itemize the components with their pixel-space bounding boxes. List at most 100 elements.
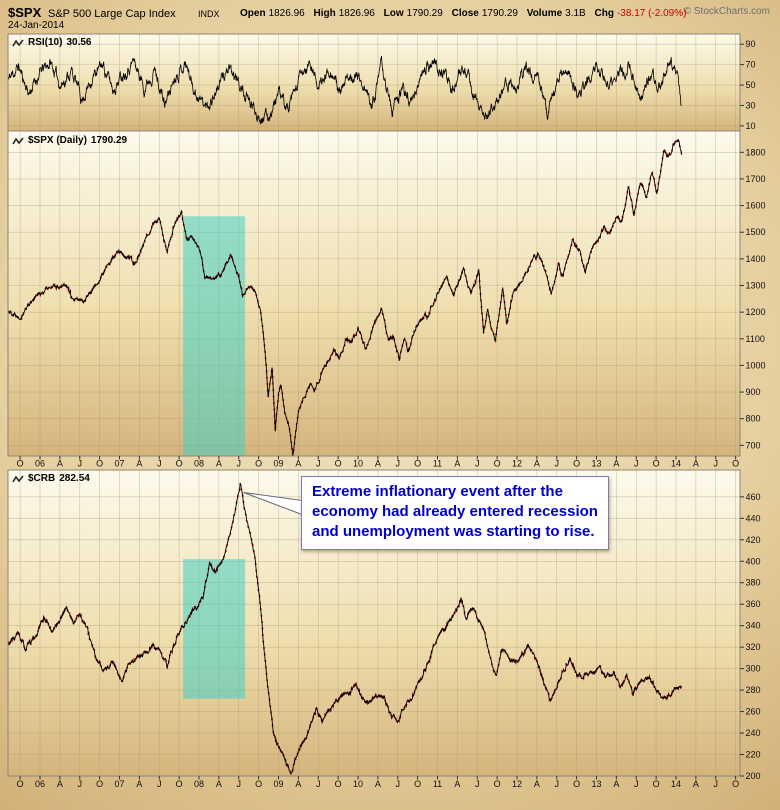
chart-date: 24-Jan-2014 bbox=[8, 20, 65, 31]
spx-plot bbox=[8, 131, 740, 456]
x-axis-label: A bbox=[216, 779, 222, 789]
open-value: 1826.96 bbox=[268, 8, 305, 19]
indicator-icon bbox=[12, 475, 24, 482]
close-label: Close bbox=[451, 8, 479, 19]
x-axis-label: A bbox=[693, 779, 699, 789]
x-axis-label: A bbox=[693, 459, 699, 469]
x-axis-label: O bbox=[732, 459, 739, 469]
chg-value: -38.17 (-2.09%) bbox=[616, 8, 687, 19]
x-axis-label: 12 bbox=[512, 779, 522, 789]
x-axis-label: A bbox=[534, 779, 540, 789]
y-axis-label: 1500 bbox=[746, 227, 766, 237]
crb-label: $CRB bbox=[28, 473, 56, 484]
y-axis-label: 340 bbox=[746, 621, 761, 631]
annotation-line: and unemployment was starting to rise. bbox=[312, 523, 595, 540]
spx-panel-border bbox=[7, 130, 741, 457]
x-axis-label: 08 bbox=[194, 779, 204, 789]
x-axis-label: J bbox=[634, 779, 639, 789]
x-axis-label: O bbox=[335, 779, 342, 789]
x-axis-label: 09 bbox=[273, 459, 283, 469]
exchange: INDX bbox=[198, 9, 220, 19]
x-axis-label: O bbox=[255, 459, 262, 469]
x-axis-label: A bbox=[454, 459, 460, 469]
x-axis-label: O bbox=[17, 779, 24, 789]
rsi-panel-background bbox=[8, 34, 740, 131]
x-axis-label: 06 bbox=[35, 459, 45, 469]
y-axis-label: 200 bbox=[746, 771, 761, 781]
x-axis-label: O bbox=[414, 779, 421, 789]
x-axis-label: J bbox=[396, 779, 401, 789]
copyright: © StockCharts.com bbox=[683, 6, 770, 17]
y-axis-label: 300 bbox=[746, 664, 761, 674]
y-axis-label: 700 bbox=[746, 440, 761, 450]
x-axis-label: O bbox=[17, 459, 24, 469]
volume-value: 3.1B bbox=[565, 8, 586, 19]
spx-panel-title: $SPX (Daily) 1790.29 bbox=[12, 135, 127, 146]
y-axis-label: 50 bbox=[746, 80, 756, 90]
close-value: 1790.29 bbox=[481, 8, 518, 19]
y-axis-label: 1000 bbox=[746, 360, 766, 370]
x-axis-label: J bbox=[237, 459, 242, 469]
x-axis-label: O bbox=[653, 779, 660, 789]
annotation-line: economy had already entered recession bbox=[312, 503, 598, 520]
x-axis-label: O bbox=[335, 459, 342, 469]
spx-value: 1790.29 bbox=[90, 135, 128, 146]
x-axis-label: O bbox=[573, 459, 580, 469]
x-axis-label: A bbox=[295, 779, 301, 789]
highlight-region bbox=[183, 216, 246, 456]
x-axis-label: 10 bbox=[353, 459, 363, 469]
y-axis-label: 320 bbox=[746, 642, 761, 652]
x-axis-label: A bbox=[375, 779, 381, 789]
highlight-region bbox=[183, 559, 246, 699]
y-axis-label: 30 bbox=[746, 100, 756, 110]
low-value: 1790.29 bbox=[406, 8, 443, 19]
x-axis-label: J bbox=[714, 459, 719, 469]
y-axis-label: 1200 bbox=[746, 307, 766, 317]
volume-label: Volume bbox=[526, 8, 563, 19]
y-axis-label: 1400 bbox=[746, 254, 766, 264]
x-axis-label: 10 bbox=[353, 779, 363, 789]
quote-strip: Open 1826.96 High 1826.96 Low 1790.29 Close… bbox=[240, 8, 686, 19]
x-axis-label: 07 bbox=[114, 459, 124, 469]
y-axis-label: 1100 bbox=[746, 334, 765, 344]
x-axis-label: A bbox=[454, 779, 460, 789]
x-axis-label: J bbox=[316, 459, 321, 469]
high-label: High bbox=[313, 8, 336, 19]
rsi-label: RSI(10) bbox=[28, 37, 63, 48]
spx-label: $SPX (Daily) bbox=[28, 135, 87, 146]
x-axis-label: 13 bbox=[591, 779, 601, 789]
x-axis-label: O bbox=[653, 459, 660, 469]
x-axis-label: J bbox=[555, 459, 560, 469]
x-axis-label: J bbox=[78, 459, 83, 469]
y-axis-label: 420 bbox=[746, 535, 761, 545]
y-axis-label: 260 bbox=[746, 707, 761, 717]
rsi-line bbox=[8, 55, 682, 125]
low-label: Low bbox=[383, 8, 404, 19]
x-axis-label: O bbox=[414, 459, 421, 469]
x-axis-label: O bbox=[494, 779, 501, 789]
y-axis-label: 1300 bbox=[746, 281, 766, 291]
y-axis-label: 10 bbox=[746, 121, 756, 131]
y-axis-label: 90 bbox=[746, 39, 756, 49]
x-axis-label: A bbox=[613, 459, 619, 469]
x-axis-label: J bbox=[475, 459, 480, 469]
x-axis-label: 06 bbox=[35, 779, 45, 789]
open-label: Open bbox=[240, 8, 266, 19]
x-axis-label: O bbox=[96, 459, 103, 469]
y-axis-label: 1600 bbox=[746, 201, 766, 211]
x-axis-label: J bbox=[157, 779, 162, 789]
chg-label: Chg bbox=[594, 8, 614, 19]
y-axis-label: 800 bbox=[746, 414, 761, 424]
crb-panel-title: $CRB 282.54 bbox=[12, 473, 90, 484]
y-axis-label: 280 bbox=[746, 685, 761, 695]
y-axis-label: 900 bbox=[746, 387, 761, 397]
rsi-plot bbox=[8, 34, 740, 131]
x-axis-label: A bbox=[136, 459, 142, 469]
rsi-panel-title: RSI(10) 30.56 bbox=[12, 37, 91, 48]
crb-line bbox=[8, 483, 683, 776]
x-axis-label: 08 bbox=[194, 459, 204, 469]
x-axis-label: J bbox=[714, 779, 719, 789]
x-axis-label: J bbox=[78, 779, 83, 789]
